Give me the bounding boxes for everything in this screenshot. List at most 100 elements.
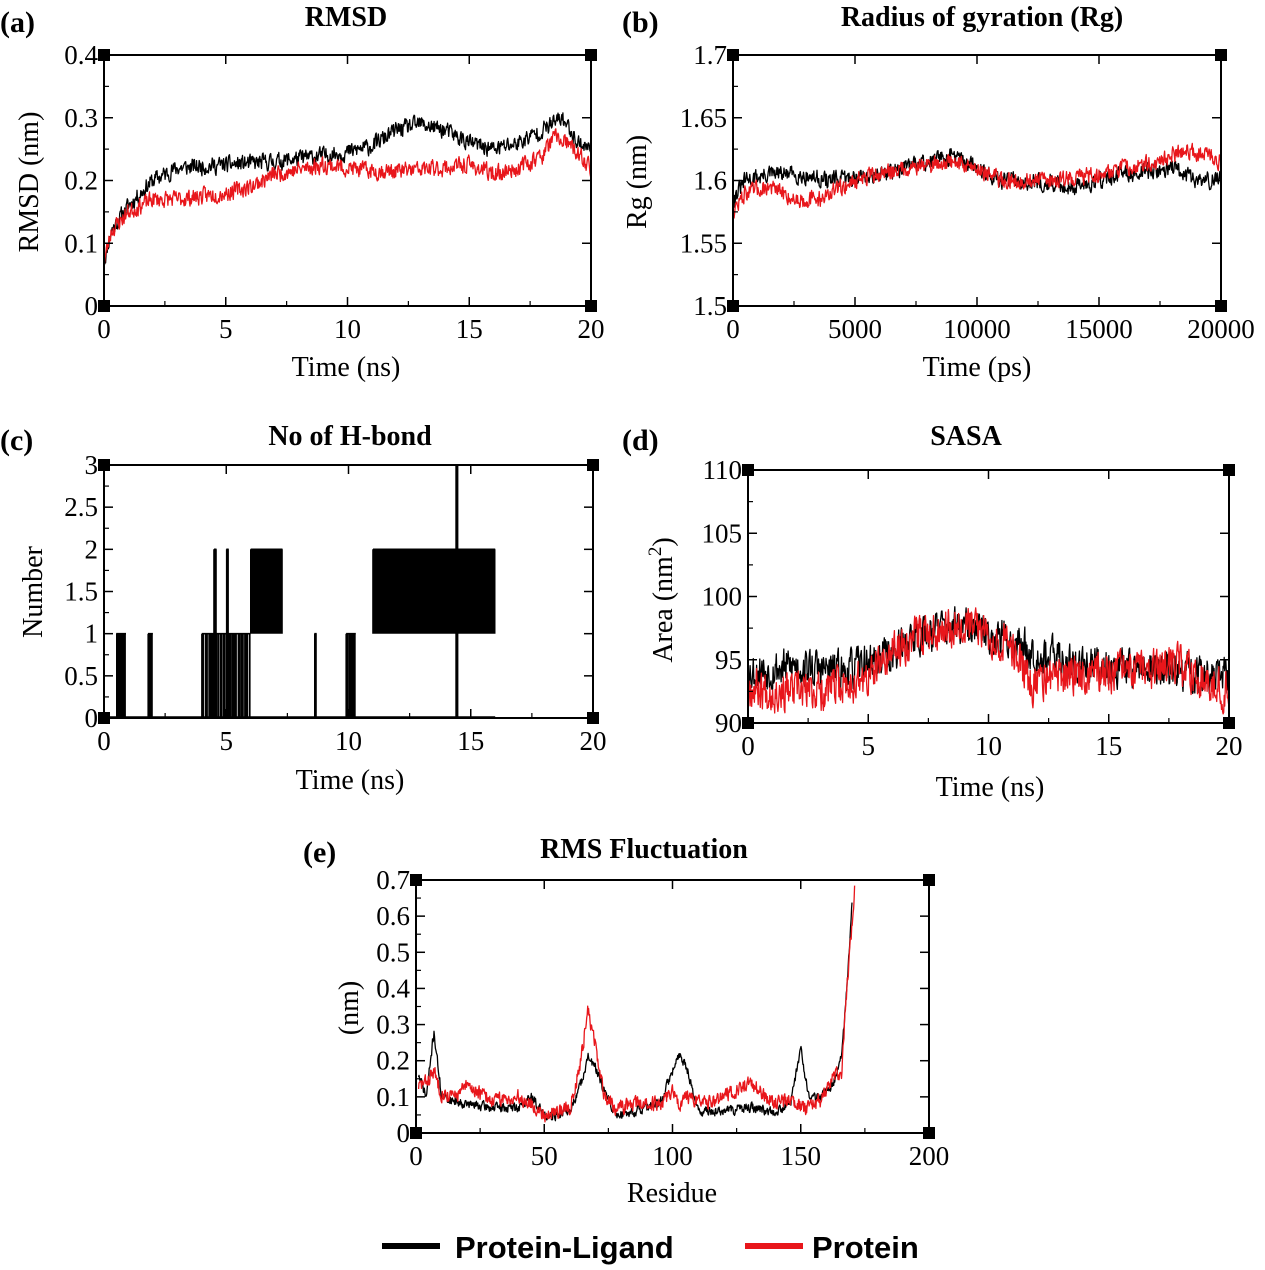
series-protein-ligand-line xyxy=(417,902,853,1122)
y-tick-label: 105 xyxy=(702,518,743,548)
panel-label: (a) xyxy=(0,6,35,39)
x-tick-label: 50 xyxy=(531,1141,558,1171)
panel-label: (c) xyxy=(0,424,33,457)
y-tick-label: 0.3 xyxy=(64,103,98,133)
y-tick-label: 0.2 xyxy=(64,166,98,196)
y-tick-label: 0 xyxy=(85,291,99,321)
x-tick-label: 20 xyxy=(578,314,605,344)
y-axis-label: (nm) xyxy=(334,981,365,1035)
x-tick-label: 0 xyxy=(409,1141,423,1171)
y-axis-label: RMSD (nm) xyxy=(14,112,45,253)
x-axis-label: Time (ns) xyxy=(936,772,1045,803)
y-tick-label: 0 xyxy=(397,1118,411,1148)
series-protein-line xyxy=(732,142,1222,219)
series-protein-ligand-hbond-burst xyxy=(250,548,283,634)
y-tick-label: 0.5 xyxy=(64,661,98,691)
panel-label: (b) xyxy=(622,6,659,39)
y-axis-label-tail: ) xyxy=(648,537,679,546)
y-tick-label: 0.3 xyxy=(376,1010,410,1040)
y-tick-label: 100 xyxy=(702,582,743,612)
series-protein-ligand-line xyxy=(103,112,592,267)
series-protein-line xyxy=(103,128,592,267)
legend: Protein-Ligand Protein xyxy=(382,1230,919,1265)
panel-label: (d) xyxy=(622,424,659,457)
y-tick-label: 1.65 xyxy=(680,103,727,133)
legend-label-protein: Protein xyxy=(812,1230,919,1265)
x-tick-label: 10 xyxy=(975,731,1002,761)
x-tick-label: 15 xyxy=(1095,731,1122,761)
x-tick-label: 20000 xyxy=(1187,314,1255,344)
series-protein-ligand-hbond-burst xyxy=(372,548,496,634)
series-protein-ligand-hbond-burst xyxy=(225,548,229,718)
y-axis-label-superscript: 2 xyxy=(645,547,666,557)
x-tick-label: 20 xyxy=(1216,731,1243,761)
y-tick-label: 1.6 xyxy=(693,166,727,196)
x-tick-label: 0 xyxy=(726,314,740,344)
panel-label: (e) xyxy=(303,836,336,869)
x-tick-label: 10 xyxy=(334,314,361,344)
y-tick-label: 2 xyxy=(85,534,99,564)
chart-title: Radius of gyration (Rg) xyxy=(841,2,1123,33)
chart-title: RMSD xyxy=(305,2,387,33)
y-tick-label: 0.6 xyxy=(376,901,410,931)
y-axis-label: Number xyxy=(18,545,49,637)
panel-e-rms-fluctuation: (e) RMS Fluctuation Residue (nm) 0 50 100 1… xyxy=(303,834,949,1209)
series-protein-ligand-hbond-burst xyxy=(455,464,459,718)
panel-b-radius-of-gyration: (b) Radius of gyration (Rg) Time (ps) Rg… xyxy=(622,2,1255,383)
series-protein-ligand-line xyxy=(732,147,1222,208)
x-axis-label: Residue xyxy=(627,1178,717,1209)
panel-a-rmsd: (a) RMSD Time (ns) RMSD (nm) 0 5 10 15 20 0 0.… xyxy=(0,2,605,383)
x-tick-label: 10 xyxy=(335,726,362,756)
y-tick-label: 0.1 xyxy=(64,228,98,258)
plot-frame xyxy=(415,879,930,1134)
y-tick-label: 0.4 xyxy=(376,973,410,1003)
chart-title: SASA xyxy=(930,421,1002,452)
x-tick-label: 0 xyxy=(741,731,755,761)
y-tick-label: 2.5 xyxy=(64,492,98,522)
x-tick-label: 20 xyxy=(580,726,607,756)
series-protein-line xyxy=(417,885,856,1123)
y-tick-label: 1 xyxy=(85,619,99,649)
x-tick-label: 200 xyxy=(909,1141,950,1171)
y-tick-label: 3 xyxy=(85,450,99,480)
series-protein-ligand-hbond-burst xyxy=(314,632,317,718)
panel-c-hbond: (c) No of H-bond Time (ns) Number 0 5 10 15… xyxy=(0,421,607,796)
y-tick-label: 0.1 xyxy=(376,1082,410,1112)
x-tick-label: 5000 xyxy=(828,314,882,344)
series-protein-ligand-hbond-burst xyxy=(147,632,153,718)
x-tick-label: 10000 xyxy=(943,314,1011,344)
y-tick-label: 0.5 xyxy=(376,937,410,967)
series-protein-ligand-hbond-burst xyxy=(116,632,126,718)
y-tick-label: 0.7 xyxy=(376,865,410,895)
x-tick-label: 5 xyxy=(862,731,876,761)
y-axis-label: Area (nm2) xyxy=(645,537,679,662)
y-axis-label-main: Area (nm xyxy=(648,556,679,663)
series-protein-ligand-hbond-burst xyxy=(213,548,217,718)
y-axis-label: Rg (nm) xyxy=(622,135,653,229)
y-tick-label: 0.2 xyxy=(376,1046,410,1076)
x-tick-label: 100 xyxy=(652,1141,693,1171)
x-axis-label: Time (ns) xyxy=(292,352,401,383)
x-tick-label: 150 xyxy=(781,1141,822,1171)
x-tick-label: 0 xyxy=(97,726,111,756)
y-tick-label: 110 xyxy=(703,455,743,485)
y-tick-label: 1.7 xyxy=(693,40,727,70)
y-tick-label: 1.55 xyxy=(680,228,727,258)
x-tick-label: 0 xyxy=(97,314,111,344)
x-tick-label: 5 xyxy=(220,726,234,756)
y-tick-label: 1.5 xyxy=(64,577,98,607)
y-tick-label: 1.5 xyxy=(693,291,727,321)
panel-d-sasa: (d) SASA Time (ns) Area (nm2) 0 5 10 15 20 90… xyxy=(622,421,1243,803)
x-tick-label: 15000 xyxy=(1065,314,1133,344)
legend-label-protein-ligand: Protein-Ligand xyxy=(455,1230,674,1265)
x-axis-label: Time (ps) xyxy=(923,352,1032,383)
chart-title: No of H-bond xyxy=(268,421,432,452)
plot-frame xyxy=(103,54,592,307)
y-tick-label: 90 xyxy=(715,708,742,738)
x-tick-label: 15 xyxy=(457,726,484,756)
y-tick-label: 0.4 xyxy=(64,40,98,70)
y-tick-label: 95 xyxy=(715,645,742,675)
x-tick-label: 15 xyxy=(456,314,483,344)
x-axis-label: Time (ns) xyxy=(296,765,405,796)
